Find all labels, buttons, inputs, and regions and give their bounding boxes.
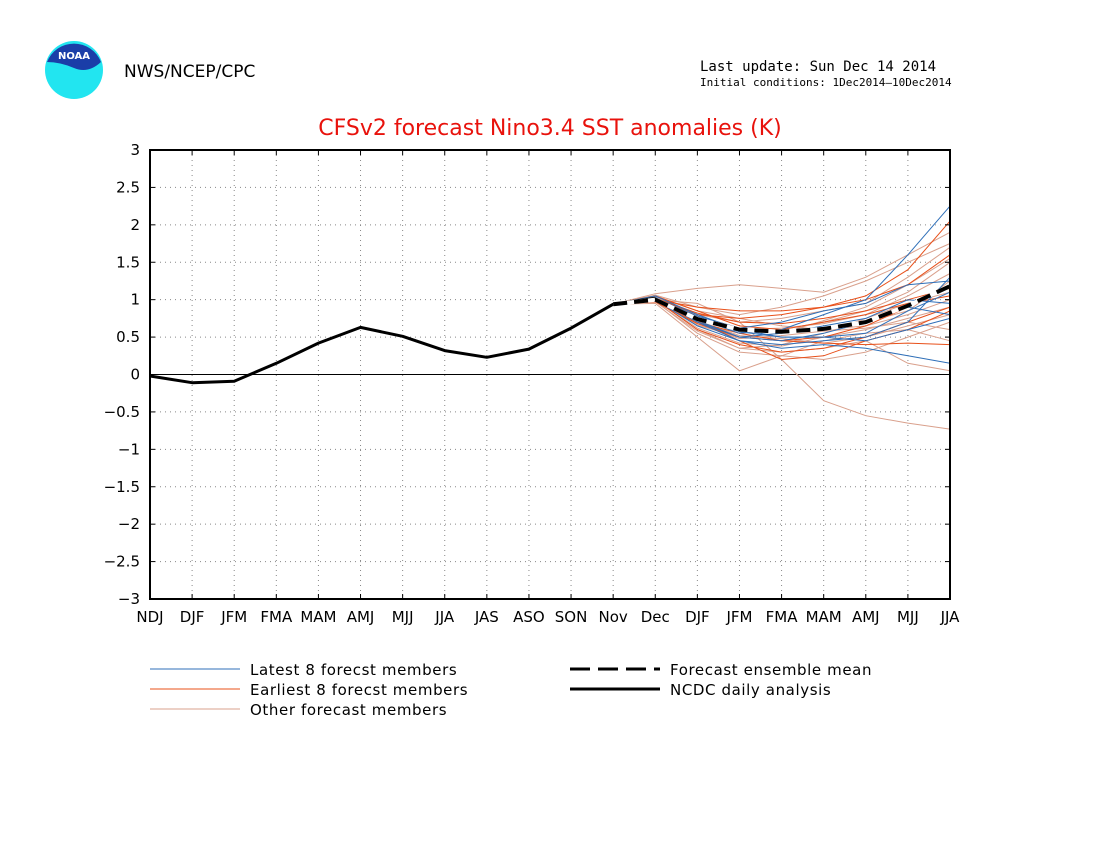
y-tick-label: −2.5 xyxy=(104,553,140,571)
x-tick-label: FMA xyxy=(766,608,799,626)
x-tick-label: MJJ xyxy=(897,608,919,626)
y-tick-label: −3 xyxy=(118,590,140,608)
y-tick-label: 0 xyxy=(130,366,140,384)
y-tick-label: 1 xyxy=(130,291,140,309)
x-tick-label: AMJ xyxy=(852,608,880,626)
chart-axes: NDJ DJF JFM FMA MAM AMJ MJJ JJA JAS ASO SON Nov Dec D… xyxy=(104,141,961,626)
noaa-logo-icon: NOAA xyxy=(45,41,103,99)
x-tick-label: DJF xyxy=(180,608,205,626)
y-tick-label: −0.5 xyxy=(104,403,140,421)
other-member-line xyxy=(613,299,951,430)
x-tick-label: JFM xyxy=(220,608,247,626)
x-tick-label: FMA xyxy=(260,608,293,626)
chart-grid xyxy=(150,150,950,599)
forecast-mean-line xyxy=(612,284,951,334)
y-tick-label: 2.5 xyxy=(116,178,140,196)
legend-label-earliest: Earliest 8 forecst members xyxy=(250,681,468,699)
legend: Latest 8 forecst members Earliest 8 fore… xyxy=(150,661,872,719)
initial-conditions-text: Initial conditions: 1Dec2014–10Dec2014 xyxy=(700,76,952,89)
y-tick-label: −1.5 xyxy=(104,478,140,496)
y-tick-label: 2 xyxy=(130,216,140,234)
x-tick-label: MJJ xyxy=(392,608,414,626)
x-tick-label: ASO xyxy=(513,608,545,626)
chart-series xyxy=(149,205,951,430)
x-tick-label: MAM xyxy=(806,608,842,626)
legend-label-other: Other forecast members xyxy=(250,701,447,719)
legend-label-analysis: NCDC daily analysis xyxy=(670,681,831,699)
x-tick-label: SON xyxy=(555,608,588,626)
x-tick-label: Nov xyxy=(599,608,628,626)
organization-label: NWS/NCEP/CPC xyxy=(124,62,255,82)
other-member-line xyxy=(613,231,951,305)
earliest-member-line xyxy=(613,287,951,325)
chart-title: CFSv2 forecast Nino3.4 SST anomalies (K) xyxy=(318,116,781,141)
y-tick-label: −1 xyxy=(118,440,140,458)
x-tick-label: DJF xyxy=(685,608,710,626)
x-tick-label: MAM xyxy=(300,608,336,626)
y-tick-label: −2 xyxy=(118,515,140,533)
legend-label-latest: Latest 8 forecst members xyxy=(250,661,457,679)
other-member-line xyxy=(613,243,951,316)
logo-text: NOAA xyxy=(58,51,90,62)
legend-label-mean: Forecast ensemble mean xyxy=(670,661,872,679)
x-tick-label: JJA xyxy=(434,608,455,626)
x-tick-label: Dec xyxy=(641,608,670,626)
x-tick-label: JAS xyxy=(474,608,499,626)
y-tick-label: 3 xyxy=(130,141,140,159)
x-tick-label: AMJ xyxy=(347,608,375,626)
y-tick-label: 1.5 xyxy=(116,253,140,271)
x-tick-label: JJA xyxy=(940,608,961,626)
analysis-line xyxy=(149,296,656,385)
x-tick-label: NDJ xyxy=(136,608,163,626)
last-update-text: Last update: Sun Dec 14 2014 xyxy=(700,59,936,75)
x-tick-label: JFM xyxy=(725,608,752,626)
latest-member-line xyxy=(613,299,951,364)
y-tick-label: 0.5 xyxy=(116,328,140,346)
